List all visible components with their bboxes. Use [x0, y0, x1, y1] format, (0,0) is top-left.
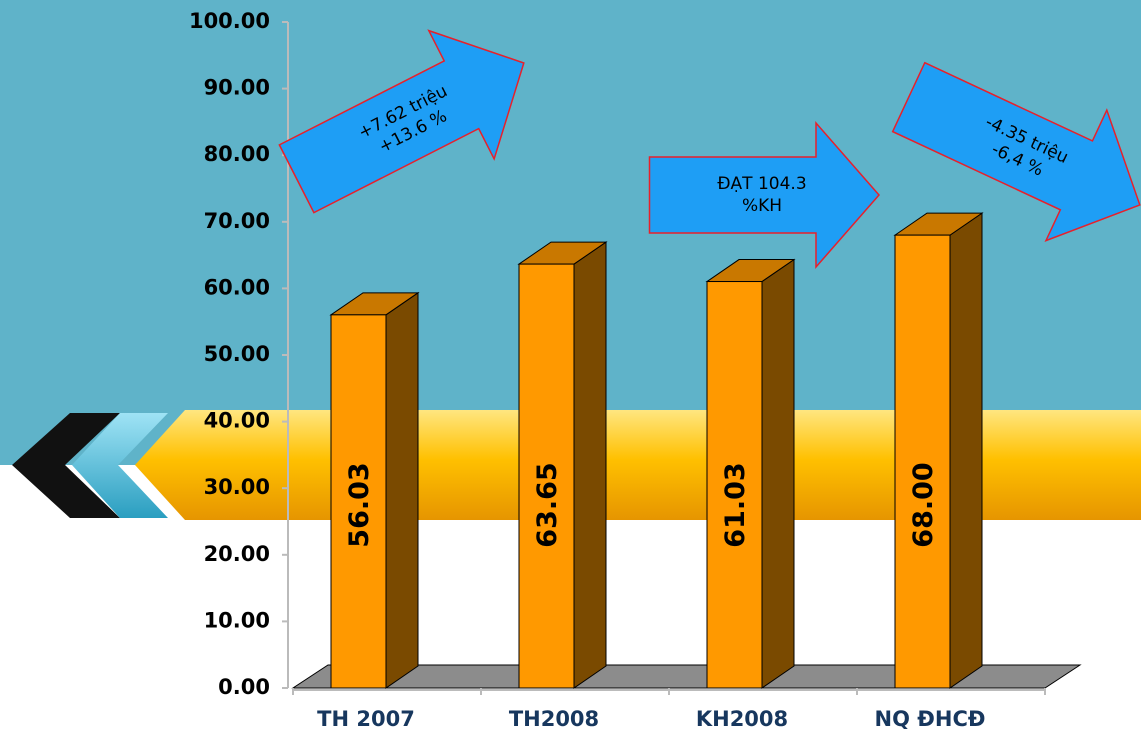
- annotation-arrow: ĐẠT 104.3%KH: [648, 121, 880, 269]
- y-tick-label: 50.00: [204, 342, 270, 366]
- arrow-shape: [648, 121, 880, 269]
- x-tick-label: KH2008: [696, 707, 788, 731]
- x-tick-label: TH 2007: [317, 707, 415, 731]
- y-tick-label: 40.00: [204, 409, 270, 433]
- annotation-text: ĐẠT 104.3: [717, 174, 806, 194]
- x-tick-label: NQ ĐHCĐ: [875, 707, 986, 731]
- y-tick-label: 60.00: [204, 275, 270, 299]
- value-label: 56.03: [344, 462, 375, 547]
- x-tick-label: TH2008: [509, 707, 599, 731]
- annotation-arrow: +7.62 triệu+13.6 %: [278, 29, 525, 214]
- bar-side: [573, 241, 607, 689]
- value-label: 68.00: [908, 462, 939, 547]
- y-tick-label: 90.00: [204, 76, 270, 100]
- y-tick-label: 70.00: [204, 209, 270, 233]
- bar-side: [949, 212, 983, 689]
- bar: [706, 281, 763, 689]
- bar: [518, 263, 575, 689]
- arrow-shape: [278, 29, 525, 214]
- annotation-arrow: -4.35 triệu-6,4 %: [891, 61, 1141, 242]
- chevron-blue: [72, 413, 168, 518]
- arrow-shape: [891, 61, 1141, 242]
- annotation-text: %KH: [742, 196, 782, 216]
- value-label: 61.03: [720, 462, 751, 547]
- y-tick-label: 10.00: [204, 608, 270, 632]
- y-tick-label: 0.00: [218, 675, 270, 699]
- y-tick-label: 20.00: [204, 542, 270, 566]
- value-label: 63.65: [532, 462, 563, 547]
- floor: [291, 664, 1082, 689]
- ribbon: [135, 410, 1141, 520]
- bar-side: [385, 291, 419, 689]
- y-tick-label: 100.00: [189, 9, 270, 33]
- y-tick-label: 30.00: [204, 475, 270, 499]
- bar: [894, 234, 951, 689]
- bar: [330, 314, 387, 689]
- chevron-dark: [12, 413, 120, 518]
- bar-side: [761, 258, 795, 689]
- y-tick-label: 80.00: [204, 142, 270, 166]
